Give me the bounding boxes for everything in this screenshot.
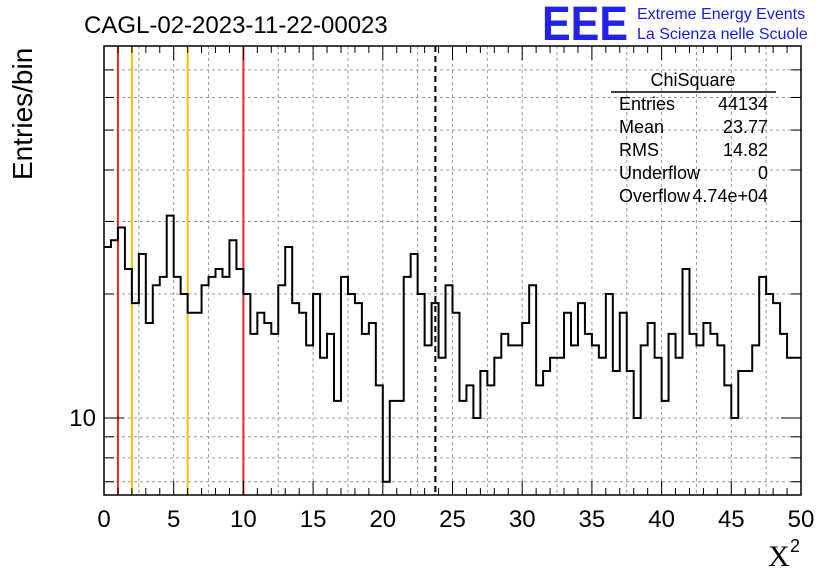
x-tick-label: 15 (300, 506, 327, 533)
x-tick-label: 20 (369, 506, 396, 533)
y-tick-label: 10 (69, 405, 96, 432)
stats-value-rms: 14.82 (723, 140, 768, 160)
x-tick-label: 50 (788, 506, 815, 533)
eee-logo-line2: La Scienza nelle Scuole (637, 26, 808, 43)
x-tick-label: 5 (167, 506, 180, 533)
histogram-series (104, 214, 801, 483)
y-axis-label: Entries/bin (7, 48, 38, 180)
eee-logo: EEE Extreme Energy Events La Scienza nel… (542, 0, 808, 51)
stats-label-rms: RMS (619, 140, 659, 160)
eee-logo-mark: EEE (542, 0, 628, 51)
x-axis-label-superscript: 2 (790, 536, 800, 556)
y-tick-labels: 10 (69, 405, 96, 432)
stats-value-underflow: 0 (758, 163, 768, 183)
chart-title: CAGL-02-2023-11-22-00023 (84, 12, 388, 39)
stats-value-overflow: 4.74e+04 (692, 186, 768, 206)
eee-logo-line1: Extreme Energy Events (637, 6, 805, 23)
stats-value-entries: 44134 (718, 94, 768, 114)
grid (104, 46, 801, 495)
stats-label-underflow: Underflow (619, 163, 701, 183)
stats-label-overflow: Overflow (619, 186, 691, 206)
x-tick-label: 10 (230, 506, 257, 533)
stats-value-mean: 23.77 (723, 117, 768, 137)
x-tick-label: 35 (579, 506, 606, 533)
stats-box: ChiSquare Entries 44134 Mean 23.77 RMS 1… (611, 70, 776, 206)
x-tick-label: 0 (97, 506, 110, 533)
stats-label-entries: Entries (619, 94, 675, 114)
stats-label-mean: Mean (619, 117, 664, 137)
x-axis-label-base: X (768, 540, 790, 572)
x-tick-label: 25 (439, 506, 466, 533)
x-tick-label: 40 (648, 506, 675, 533)
stats-title: ChiSquare (650, 70, 735, 90)
axis-ticks (103, 46, 802, 495)
x-axis-label: X 2 (768, 536, 800, 572)
x-tick-label: 45 (718, 506, 745, 533)
x-tick-label: 30 (509, 506, 536, 533)
x-tick-labels: 0 5 10 15 20 25 30 35 40 45 50 (97, 506, 814, 533)
